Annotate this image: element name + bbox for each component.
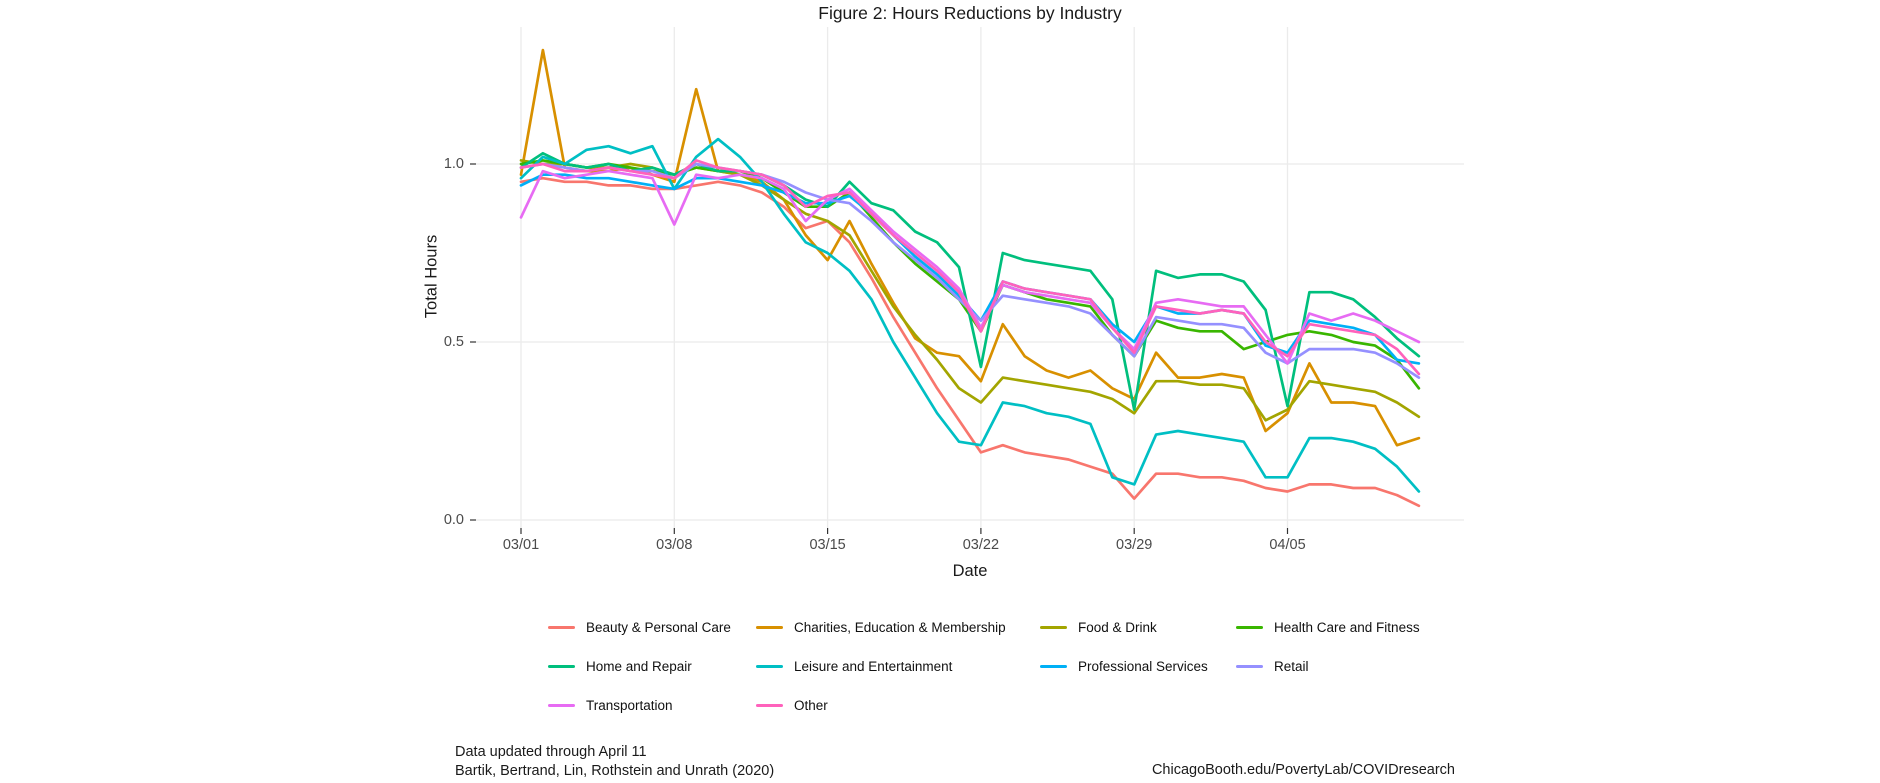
legend-swatch-home-and-repair — [548, 664, 575, 669]
y-tick-label: 1.0 — [443, 156, 464, 172]
footer-notes: Data updated through April 11 Bartik, Be… — [455, 743, 774, 781]
legend-label: Food & Drink — [1078, 620, 1157, 635]
legend-swatch-charities-education-membership — [756, 625, 783, 630]
series-line-home-and-repair — [519, 151, 1421, 411]
y-tick-label: 0.0 — [443, 512, 464, 528]
footer-source: ChicagoBooth.edu/PovertyLab/COVIDresearc… — [1151, 762, 1455, 778]
series-line-retail — [519, 162, 1421, 379]
legend-item-health-care-and-fitness: Health Care and Fitness — [1236, 620, 1466, 635]
series-line-leisure-and-entertainment — [519, 137, 1421, 493]
legend-label: Beauty & Personal Care — [586, 620, 731, 635]
x-tick-label: 03/08 — [656, 537, 693, 553]
series-line-transportation — [519, 169, 1421, 365]
x-tick-label: 03/01 — [502, 537, 540, 553]
series-line-food-drink — [519, 159, 1421, 422]
chart-legend: Beauty & Personal Care Charities, Educati… — [548, 608, 1466, 725]
x-tick-label: 03/29 — [1116, 537, 1153, 553]
footer-note-line2: Bartik, Bertrand, Lin, Rothstein and Unr… — [455, 763, 775, 779]
legend-swatch-professional-services — [1040, 664, 1067, 669]
footer-note-line1: Data updated through April 11 — [455, 744, 647, 760]
legend-swatch-transportation — [548, 703, 575, 708]
x-tick-label: 04/05 — [1269, 537, 1306, 553]
legend-item-leisure-and-entertainment: Leisure and Entertainment — [756, 659, 1040, 674]
legend-label: Charities, Education & Membership — [794, 620, 1006, 635]
chart-title: Figure 2: Hours Reductions by Industry — [818, 3, 1122, 23]
legend-item-beauty-personal-care: Beauty & Personal Care — [548, 620, 756, 635]
legend-item-food-drink: Food & Drink — [1040, 620, 1236, 635]
legend-label: Other — [794, 698, 828, 713]
legend-item-professional-services: Professional Services — [1040, 659, 1236, 674]
x-tick-label: 03/15 — [809, 537, 846, 553]
legend-swatch-health-care-and-fitness — [1236, 625, 1263, 630]
legend-item-transportation: Transportation — [548, 698, 756, 713]
x-axis-title: Date — [952, 562, 988, 580]
legend-item-retail: Retail — [1236, 659, 1466, 674]
legend-label: Professional Services — [1078, 659, 1208, 674]
legend-label: Transportation — [586, 698, 673, 713]
legend-swatch-retail — [1236, 664, 1263, 669]
x-tick-label: 03/22 — [962, 537, 1000, 553]
legend-swatch-other — [756, 703, 783, 708]
series-line-other — [519, 159, 1421, 376]
legend-label: Retail — [1274, 659, 1309, 674]
legend-item-other: Other — [756, 698, 1040, 713]
legend-swatch-food-drink — [1040, 625, 1067, 630]
legend-label: Home and Repair — [586, 659, 692, 674]
legend-swatch-beauty-personal-care — [548, 625, 575, 630]
legend-item-home-and-repair: Home and Repair — [548, 659, 756, 674]
legend-label: Leisure and Entertainment — [794, 659, 953, 674]
legend-swatch-leisure-and-entertainment — [756, 664, 783, 669]
legend-label: Health Care and Fitness — [1274, 620, 1420, 635]
y-tick-label: 0.5 — [443, 334, 464, 350]
legend-item-charities-education-membership: Charities, Education & Membership — [756, 620, 1040, 635]
